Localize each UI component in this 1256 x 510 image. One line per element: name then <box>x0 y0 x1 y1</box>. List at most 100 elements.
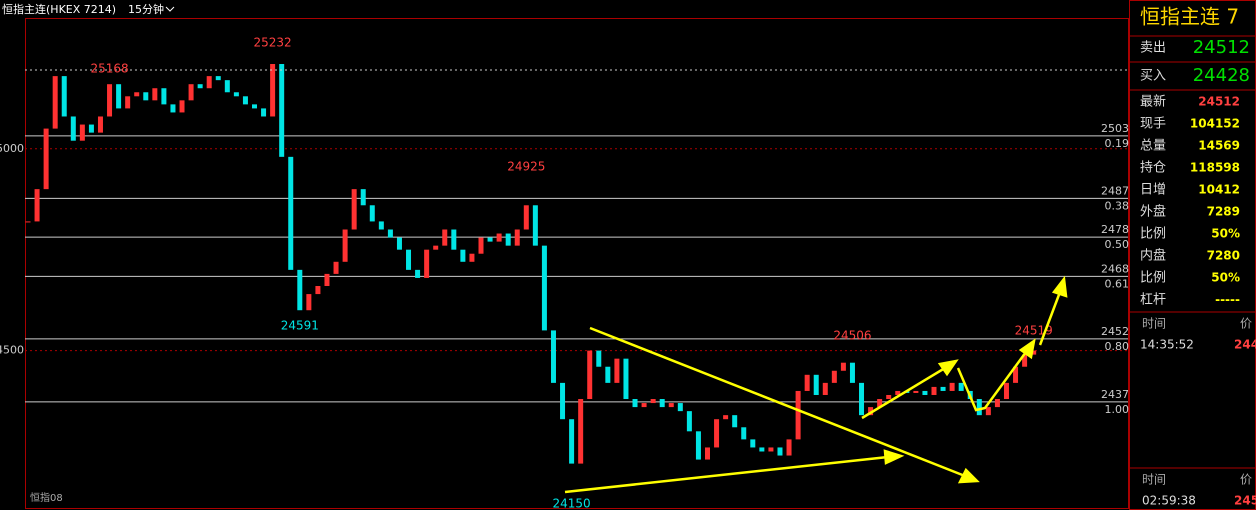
tick-price-header: 价 <box>1240 473 1252 487</box>
tick-time: 14:35:52 <box>1140 338 1194 352</box>
candle <box>179 100 185 113</box>
panel-title: 恒指主连 7 <box>1140 5 1239 29</box>
candle <box>152 88 158 101</box>
sell-label: 卖出 <box>1140 41 1166 56</box>
candle <box>831 370 837 383</box>
candle <box>605 366 611 383</box>
quote-value: 10412 <box>1198 183 1240 197</box>
level-price: 24373 <box>1101 388 1136 401</box>
side-panel: 恒指主连 7 卖出 24512 买入 24428 时间 价 14:35:52 2… <box>1129 0 1256 510</box>
level-price: 25032 <box>1101 122 1136 135</box>
candle <box>550 330 556 383</box>
candle <box>261 108 267 117</box>
candle <box>288 156 294 270</box>
candle <box>768 447 774 452</box>
candle <box>224 80 230 93</box>
candle <box>161 88 167 105</box>
candle <box>270 64 276 117</box>
candle <box>215 76 221 81</box>
candle <box>940 386 946 391</box>
candle <box>306 294 312 311</box>
candle <box>795 390 801 440</box>
candle <box>188 84 194 101</box>
candle <box>632 399 638 408</box>
candle <box>541 245 547 331</box>
price-annotation: 25168 <box>90 61 128 75</box>
candle <box>43 128 49 190</box>
candle <box>396 237 402 250</box>
candle <box>732 415 738 428</box>
candle <box>822 382 828 395</box>
quote-label: 持仓 <box>1140 161 1166 176</box>
candle <box>650 399 656 404</box>
price-annotation: 24925 <box>507 160 545 174</box>
candle <box>859 382 865 416</box>
candle <box>614 358 620 383</box>
candle <box>279 64 285 157</box>
candle <box>487 237 493 242</box>
candle <box>478 237 484 254</box>
candle <box>252 104 257 109</box>
quote-value: 50% <box>1211 271 1240 285</box>
candle <box>587 350 593 400</box>
candle <box>659 399 665 408</box>
dropdown-icon[interactable] <box>165 6 175 12</box>
candle <box>469 253 475 262</box>
candle <box>922 390 928 395</box>
candle <box>560 382 566 420</box>
quote-label: 比例 <box>1140 227 1166 242</box>
quote-value: ----- <box>1215 293 1240 307</box>
candle <box>433 245 439 250</box>
quote-label: 内盘 <box>1140 248 1166 264</box>
price-annotation: 24591 <box>281 318 319 332</box>
price-annotation: 25232 <box>254 36 292 50</box>
candle <box>913 390 919 393</box>
candle <box>143 92 149 101</box>
quote-value: 50% <box>1211 227 1240 241</box>
price-annotation: 24506 <box>833 329 871 343</box>
candle <box>877 399 883 408</box>
candle <box>70 116 76 141</box>
candle <box>759 447 765 452</box>
tick-price: 245 <box>1234 494 1256 508</box>
candle <box>741 427 747 440</box>
plot: 5000 4500 25032 0.191 24877 0.382 24781 0.500 24… <box>0 36 1136 510</box>
candle <box>668 403 674 408</box>
candle <box>994 399 1000 408</box>
candle <box>424 249 430 278</box>
candle <box>677 403 683 412</box>
candle <box>52 76 58 129</box>
period-selector[interactable]: 15分钟 <box>128 2 164 16</box>
level-ratio: 1.000 <box>1105 403 1137 416</box>
quote-label: 日增 <box>1140 183 1166 198</box>
level-price: 24877 <box>1101 184 1136 197</box>
candle <box>578 399 584 464</box>
quote-label: 比例 <box>1140 271 1166 286</box>
candle <box>641 403 647 408</box>
candle <box>596 350 602 367</box>
quote-label: 外盘 <box>1140 204 1166 220</box>
candle <box>813 374 819 395</box>
candle <box>623 358 629 400</box>
level-ratio: 0.618 <box>1105 277 1137 290</box>
tick-time-header: 时间 <box>1142 317 1166 331</box>
candle <box>442 229 448 246</box>
candle <box>723 415 729 420</box>
level-ratio: 0.191 <box>1105 137 1137 150</box>
price-annotation: 24150 <box>553 496 591 510</box>
candle <box>895 390 901 395</box>
y-axis-label: 5000 <box>0 142 24 155</box>
candle <box>460 249 466 262</box>
candle <box>233 92 239 97</box>
candle <box>324 273 330 287</box>
candle <box>134 92 140 97</box>
candle <box>532 205 538 246</box>
tick-time: 02:59:38 <box>1142 494 1196 508</box>
candle <box>750 439 756 448</box>
candle <box>333 261 339 274</box>
candle <box>840 362 846 371</box>
candle <box>976 399 982 416</box>
candle <box>170 104 176 113</box>
